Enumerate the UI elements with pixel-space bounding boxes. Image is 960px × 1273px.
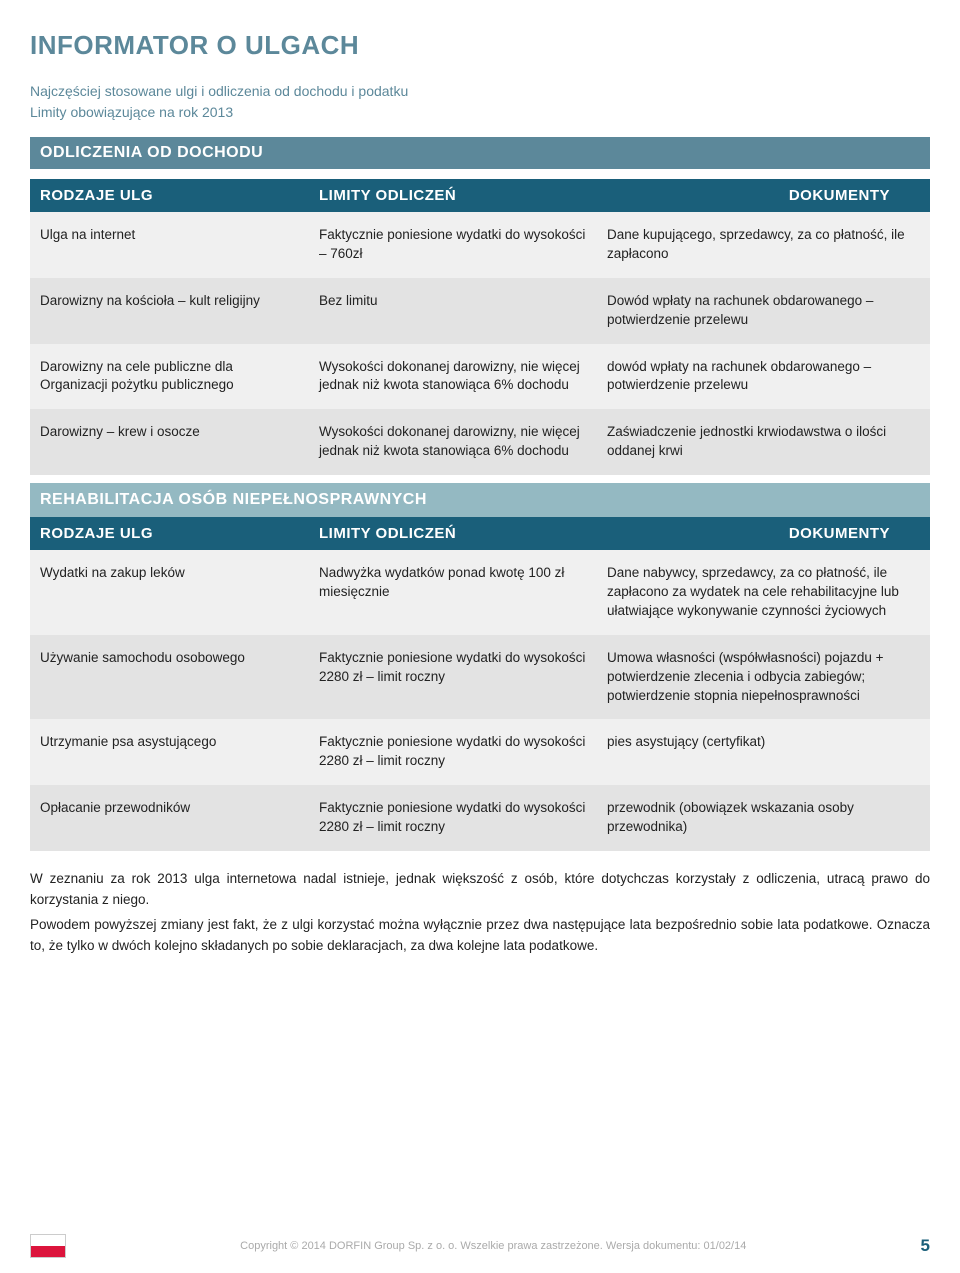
cell-doc: dowód wpłaty na rachunek obdarowanego – … <box>597 344 930 410</box>
table-row: Darowizny na cele publiczne dla Organiza… <box>30 344 930 410</box>
body-para-1: W zeznaniu za rok 2013 ulga internetowa … <box>30 869 930 911</box>
cell-doc: pies asystujący (certyfikat) <box>597 719 930 785</box>
cell-doc: Dowód wpłaty na rachunek obdarowanego – … <box>597 278 930 344</box>
page-footer: Copyright © 2014 DORFIN Group Sp. z o. o… <box>30 1234 930 1258</box>
cell-doc: Dane nabywcy, sprzedawcy, za co płatność… <box>597 550 930 635</box>
cell-type: Utrzymanie psa asystującego <box>30 719 309 785</box>
intro-line-2: Limity obowiązujące na rok 2013 <box>30 102 930 123</box>
cell-limit: Faktycznie poniesione wydatki do wysokoś… <box>309 635 597 720</box>
body-para-2: Powodem powyższej zmiany jest fakt, że z… <box>30 915 930 957</box>
table-row: Wydatki na zakup leków Nadwyżka wydatków… <box>30 550 930 635</box>
cell-limit: Faktycznie poniesione wydatki do wysokoś… <box>309 785 597 851</box>
cell-limit: Nadwyżka wydatków ponad kwotę 100 zł mie… <box>309 550 597 635</box>
cell-limit: Wysokości dokonanej darowizny, nie więce… <box>309 344 597 410</box>
intro-text: Najczęściej stosowane ulgi i odliczenia … <box>30 81 930 123</box>
table-row: Opłacanie przewodników Faktycznie ponies… <box>30 785 930 851</box>
section-header-rehabilitacja: REHABILITACJA OSÓB NIEPEŁNOSPRAWNYCH <box>30 483 930 517</box>
table-row: Darowizny – krew i osocze Wysokości doko… <box>30 409 930 475</box>
cell-type: Darowizny na kościoła – kult religijny <box>30 278 309 344</box>
table-row: Używanie samochodu osobowego Faktycznie … <box>30 635 930 720</box>
cell-type: Ulga na internet <box>30 212 309 278</box>
cell-type: Opłacanie przewodników <box>30 785 309 851</box>
cell-doc: Zaświadczenie jednostki krwiodawstwa o i… <box>597 409 930 475</box>
page-title: INFORMATOR O ULGACH <box>30 30 930 61</box>
cell-limit: Bez limitu <box>309 278 597 344</box>
intro-line-1: Najczęściej stosowane ulgi i odliczenia … <box>30 81 930 102</box>
cell-limit: Wysokości dokonanej darowizny, nie więce… <box>309 409 597 475</box>
cell-limit: Faktycznie poniesione wydatki do wysokoś… <box>309 719 597 785</box>
th-limity: LIMITY ODLICZEŃ <box>309 517 597 550</box>
th-dokumenty: DOKUMENTY <box>597 517 930 550</box>
cell-doc: Dane kupującego, sprzedawcy, za co płatn… <box>597 212 930 278</box>
table-header-row: RODZAJE ULG LIMITY ODLICZEŃ DOKUMENTY <box>30 517 930 550</box>
cell-limit: Faktycznie poniesione wydatki do wysokoś… <box>309 212 597 278</box>
cell-type: Darowizny na cele publiczne dla Organiza… <box>30 344 309 410</box>
table-row: Ulga na internet Faktycznie poniesione w… <box>30 212 930 278</box>
th-dokumenty: DOKUMENTY <box>597 179 930 212</box>
page-number: 5 <box>921 1236 930 1256</box>
cell-type: Darowizny – krew i osocze <box>30 409 309 475</box>
cell-type: Wydatki na zakup leków <box>30 550 309 635</box>
cell-type: Używanie samochodu osobowego <box>30 635 309 720</box>
body-text: W zeznaniu za rok 2013 ulga internetowa … <box>30 869 930 957</box>
copyright-text: Copyright © 2014 DORFIN Group Sp. z o. o… <box>240 1240 746 1252</box>
th-rodzaje: RODZAJE ULG <box>30 179 309 212</box>
table-header-row: RODZAJE ULG LIMITY ODLICZEŃ DOKUMENTY <box>30 179 930 212</box>
cell-doc: przewodnik (obowiązek wskazania osoby pr… <box>597 785 930 851</box>
table-row: Darowizny na kościoła – kult religijny B… <box>30 278 930 344</box>
cell-doc: Umowa własności (współwłasności) pojazdu… <box>597 635 930 720</box>
table-row: Utrzymanie psa asystującego Faktycznie p… <box>30 719 930 785</box>
th-limity: LIMITY ODLICZEŃ <box>309 179 597 212</box>
section-header-odliczenia: ODLICZENIA OD DOCHODU <box>30 137 930 169</box>
flag-icon <box>30 1234 66 1258</box>
th-rodzaje: RODZAJE ULG <box>30 517 309 550</box>
